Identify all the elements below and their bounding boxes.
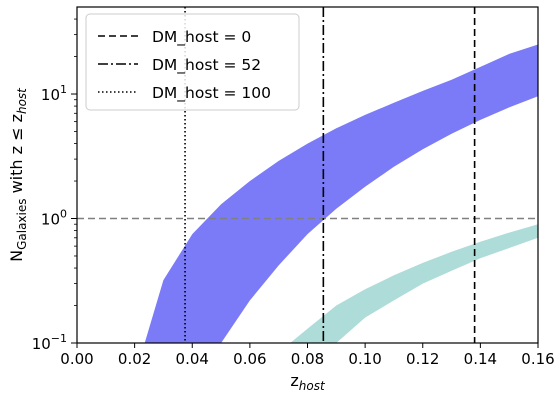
band-2 (290, 224, 538, 343)
y-axis-label: NGalaxies with z ≤ zhost (7, 87, 29, 262)
ticks-layer: 0.00 0.02 0.04 0.06 0.08 0.10 0.12 0.14 0.16 10−1… (32, 18, 555, 368)
x-axis-label-sub: host (299, 379, 326, 393)
x-tick-label: 0.00 (60, 350, 93, 368)
x-tick-label: 0.10 (348, 350, 381, 368)
y-axis-label-main: N (7, 250, 26, 262)
x-tick-label: 0.04 (176, 350, 209, 368)
y-tick-label: 100 (41, 208, 67, 229)
legend-label: DM_host = 0 (152, 28, 251, 47)
y-tick-label: 101 (41, 83, 67, 104)
band-1 (144, 44, 538, 343)
y-tick-label: 10−1 (32, 332, 67, 353)
legend-box (85, 13, 300, 111)
x-tick-label: 0.02 (118, 350, 151, 368)
x-axis-label: zhost (290, 371, 326, 393)
legend-label: DM_host = 100 (152, 84, 271, 103)
x-tick-label: 0.14 (464, 350, 497, 368)
bands-layer (144, 44, 538, 343)
x-tick-label: 0.16 (521, 350, 554, 368)
x-tick-label: 0.08 (291, 350, 324, 368)
x-tick-label: 0.12 (406, 350, 439, 368)
y-axis-label-rest-sub: host (15, 87, 29, 114)
y-axis-label-sub: Galaxies (15, 199, 29, 250)
x-tick-label: 0.06 (233, 350, 266, 368)
y-axis-label-rest: with z ≤ z (7, 114, 26, 199)
legend: DM_host = 0 DM_host = 52 DM_host = 100 (85, 13, 300, 111)
x-axis-label-main: z (290, 371, 298, 390)
legend-label: DM_host = 52 (152, 56, 261, 75)
